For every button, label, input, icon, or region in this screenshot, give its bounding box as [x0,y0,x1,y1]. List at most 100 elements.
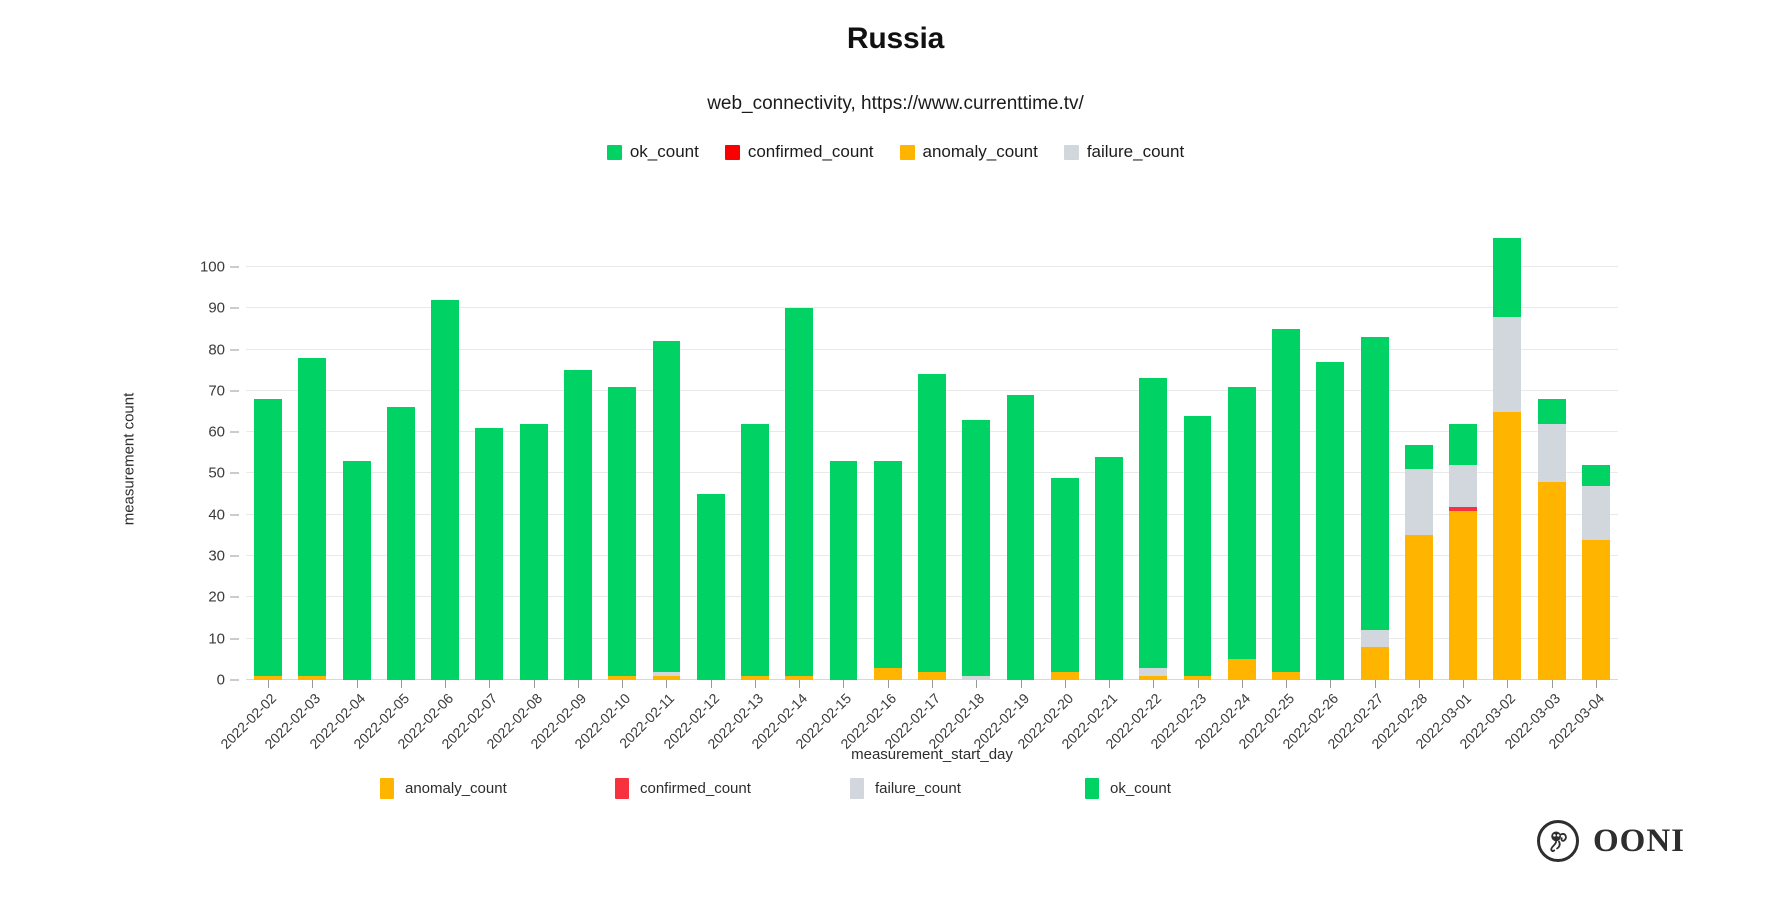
bar-segment-ok-count[interactable] [1316,361,1345,680]
bar-2022-02-05[interactable] [386,407,415,680]
bar-2022-02-21[interactable] [1095,456,1123,680]
bar-segment-ok-count[interactable] [298,357,327,676]
bar-segment-anomaly-count[interactable] [298,675,327,680]
bar-2022-03-04[interactable] [1581,465,1610,680]
legend-item-failure-count[interactable]: failure_count [850,778,1085,799]
legend-item-failure-count[interactable]: failure_count [1063,142,1184,162]
bar-2022-02-18[interactable] [962,419,991,680]
legend-item-confirmed-count[interactable]: confirmed_count [724,142,874,162]
bar-segment-failure-count[interactable] [1581,485,1610,540]
bar-segment-ok-count[interactable] [254,399,283,676]
bar-segment-failure-count[interactable] [962,675,991,680]
bar-segment-ok-count[interactable] [519,423,548,680]
bar-segment-anomaly-count[interactable] [254,675,283,680]
bar-segment-ok-count[interactable] [1095,456,1123,680]
bar-segment-ok-count[interactable] [829,461,858,680]
bar-segment-ok-count[interactable] [1360,337,1389,631]
legend-item-ok-count[interactable]: ok_count [1085,778,1320,799]
bar-segment-failure-count[interactable] [652,671,681,676]
bar-2022-02-26[interactable] [1316,361,1345,680]
bar-segment-ok-count[interactable] [918,374,946,672]
bar-segment-failure-count[interactable] [1360,630,1389,647]
bar-2022-02-28[interactable] [1404,444,1433,680]
bar-segment-ok-count[interactable] [1050,477,1079,672]
bar-segment-failure-count[interactable] [1493,316,1522,412]
bar-segment-ok-count[interactable] [1183,415,1212,676]
bar-segment-anomaly-count[interactable] [608,675,637,680]
bar-segment-ok-count[interactable] [1493,238,1522,317]
bar-segment-ok-count[interactable] [1227,386,1256,660]
bar-segment-ok-count[interactable] [1449,423,1478,466]
bar-segment-ok-count[interactable] [1404,444,1433,470]
bar-segment-ok-count[interactable] [431,299,460,680]
bar-segment-anomaly-count[interactable] [741,675,769,680]
bar-2022-02-14[interactable] [785,308,814,680]
bar-segment-ok-count[interactable] [475,428,504,680]
bar-segment-anomaly-count[interactable] [1360,646,1389,680]
bar-segment-anomaly-count[interactable] [873,667,902,680]
bar-segment-anomaly-count[interactable] [652,675,681,680]
bar-segment-ok-count[interactable] [962,419,991,676]
bar-segment-failure-count[interactable] [1537,423,1566,482]
bar-segment-failure-count[interactable] [1449,465,1478,507]
bar-2022-02-12[interactable] [696,494,725,680]
bar-segment-ok-count[interactable] [342,461,371,680]
bar-segment-anomaly-count[interactable] [1493,411,1522,680]
bar-2022-03-01[interactable] [1449,423,1478,680]
bar-2022-02-27[interactable] [1360,337,1389,680]
bar-2022-02-25[interactable] [1272,328,1300,680]
bar-2022-02-22[interactable] [1139,378,1168,680]
bar-segment-ok-count[interactable] [1272,328,1300,672]
bar-2022-03-03[interactable] [1537,399,1566,680]
bar-segment-anomaly-count[interactable] [1537,481,1566,680]
bar-segment-ok-count[interactable] [386,407,415,680]
bar-segment-failure-count[interactable] [1139,667,1168,676]
legend-item-confirmed-count[interactable]: confirmed_count [615,778,850,799]
bar-segment-ok-count[interactable] [873,461,902,668]
bar-segment-ok-count[interactable] [696,494,725,680]
bar-segment-anomaly-count[interactable] [785,675,814,680]
bar-segment-anomaly-count[interactable] [1183,675,1212,680]
bar-2022-02-20[interactable] [1050,477,1079,680]
bar-2022-03-02[interactable] [1493,238,1522,680]
bar-2022-02-15[interactable] [829,461,858,680]
bar-2022-02-11[interactable] [652,341,681,680]
legend-item-anomaly-count[interactable]: anomaly_count [380,778,615,799]
bar-2022-02-02[interactable] [254,399,283,680]
bar-segment-anomaly-count[interactable] [918,671,946,680]
bar-2022-02-16[interactable] [873,461,902,680]
bar-segment-ok-count[interactable] [652,341,681,672]
bar-2022-02-06[interactable] [431,299,460,680]
legend-item-anomaly-count[interactable]: anomaly_count [899,142,1038,162]
bar-segment-anomaly-count[interactable] [1449,510,1478,680]
bar-segment-ok-count[interactable] [1006,394,1035,680]
bar-2022-02-24[interactable] [1227,386,1256,680]
bar-segment-failure-count[interactable] [1404,469,1433,536]
bar-segment-anomaly-count[interactable] [1050,671,1079,680]
y-tick-label: 90 [208,299,225,317]
bar-2022-02-17[interactable] [918,374,946,680]
bar-segment-ok-count[interactable] [1537,399,1566,424]
bar-segment-ok-count[interactable] [608,386,637,676]
bar-2022-02-07[interactable] [475,428,504,680]
bar-segment-confirmed-count[interactable] [1449,506,1478,511]
bar-segment-ok-count[interactable] [1581,465,1610,486]
bar-segment-anomaly-count[interactable] [1227,659,1256,680]
bar-2022-02-23[interactable] [1183,415,1212,680]
bar-segment-anomaly-count[interactable] [1272,671,1300,680]
bar-2022-02-19[interactable] [1006,394,1035,680]
bar-segment-ok-count[interactable] [785,308,814,676]
bar-2022-02-04[interactable] [342,461,371,680]
bar-segment-ok-count[interactable] [741,423,769,676]
bar-2022-02-10[interactable] [608,386,637,680]
bar-segment-ok-count[interactable] [1139,378,1168,668]
bar-segment-anomaly-count[interactable] [1404,535,1433,680]
bar-2022-02-09[interactable] [563,370,592,680]
legend-item-ok-count[interactable]: ok_count [606,142,699,162]
bar-segment-ok-count[interactable] [563,370,592,680]
bar-2022-02-08[interactable] [519,423,548,680]
bar-segment-anomaly-count[interactable] [1581,539,1610,680]
bar-2022-02-13[interactable] [741,423,769,680]
bar-segment-anomaly-count[interactable] [1139,675,1168,680]
bar-2022-02-03[interactable] [298,357,327,680]
